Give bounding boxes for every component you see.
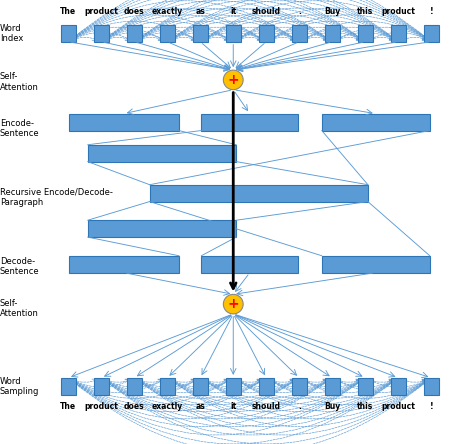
FancyBboxPatch shape bbox=[322, 256, 430, 273]
FancyBboxPatch shape bbox=[322, 114, 430, 131]
FancyBboxPatch shape bbox=[259, 25, 274, 42]
Text: it: it bbox=[230, 402, 236, 411]
Text: product: product bbox=[381, 402, 415, 411]
Text: Buy: Buy bbox=[324, 7, 340, 16]
Text: +: + bbox=[227, 297, 239, 311]
Text: Word
Index: Word Index bbox=[0, 24, 23, 43]
Text: exactly: exactly bbox=[152, 7, 183, 16]
Text: The: The bbox=[60, 402, 76, 411]
Text: as: as bbox=[195, 7, 205, 16]
Text: product: product bbox=[84, 402, 118, 411]
FancyBboxPatch shape bbox=[325, 25, 340, 42]
FancyBboxPatch shape bbox=[358, 25, 373, 42]
FancyBboxPatch shape bbox=[94, 25, 109, 42]
FancyBboxPatch shape bbox=[292, 378, 307, 395]
Text: !: ! bbox=[429, 402, 433, 411]
FancyBboxPatch shape bbox=[391, 378, 406, 395]
FancyBboxPatch shape bbox=[94, 378, 109, 395]
Text: as: as bbox=[195, 402, 205, 411]
Circle shape bbox=[223, 294, 243, 314]
FancyBboxPatch shape bbox=[226, 378, 241, 395]
Text: Decode-
Sentence: Decode- Sentence bbox=[0, 257, 40, 276]
FancyBboxPatch shape bbox=[127, 25, 142, 42]
Text: The: The bbox=[60, 7, 76, 16]
FancyBboxPatch shape bbox=[69, 114, 179, 131]
FancyBboxPatch shape bbox=[202, 256, 298, 273]
FancyBboxPatch shape bbox=[391, 25, 406, 42]
Text: Buy: Buy bbox=[324, 402, 340, 411]
Text: .: . bbox=[298, 7, 301, 16]
FancyBboxPatch shape bbox=[292, 25, 307, 42]
FancyBboxPatch shape bbox=[61, 25, 76, 42]
FancyBboxPatch shape bbox=[424, 378, 439, 395]
Text: should: should bbox=[252, 7, 281, 16]
FancyBboxPatch shape bbox=[226, 25, 241, 42]
Text: should: should bbox=[252, 402, 281, 411]
Text: !: ! bbox=[429, 7, 433, 16]
Text: does: does bbox=[124, 402, 144, 411]
Circle shape bbox=[223, 70, 243, 90]
Text: does: does bbox=[124, 7, 144, 16]
FancyBboxPatch shape bbox=[69, 256, 179, 273]
FancyBboxPatch shape bbox=[127, 378, 142, 395]
FancyBboxPatch shape bbox=[160, 378, 175, 395]
FancyBboxPatch shape bbox=[160, 25, 175, 42]
FancyBboxPatch shape bbox=[193, 25, 208, 42]
FancyBboxPatch shape bbox=[88, 145, 236, 162]
Text: exactly: exactly bbox=[152, 402, 183, 411]
Text: Self-
Attention: Self- Attention bbox=[0, 72, 39, 92]
Text: Recursive Encode/Decode-
Paragraph: Recursive Encode/Decode- Paragraph bbox=[0, 188, 113, 207]
Text: it: it bbox=[230, 7, 236, 16]
Text: Self-
Attention: Self- Attention bbox=[0, 299, 39, 318]
Text: product: product bbox=[84, 7, 118, 16]
FancyBboxPatch shape bbox=[358, 378, 373, 395]
Text: this: this bbox=[357, 7, 374, 16]
FancyBboxPatch shape bbox=[193, 378, 208, 395]
Text: +: + bbox=[227, 73, 239, 87]
Text: Encode-
Sentence: Encode- Sentence bbox=[0, 119, 40, 139]
FancyBboxPatch shape bbox=[325, 378, 340, 395]
FancyBboxPatch shape bbox=[259, 378, 274, 395]
FancyBboxPatch shape bbox=[202, 114, 298, 131]
FancyBboxPatch shape bbox=[88, 220, 236, 237]
Text: product: product bbox=[381, 7, 415, 16]
Text: this: this bbox=[357, 402, 374, 411]
FancyBboxPatch shape bbox=[424, 25, 439, 42]
FancyBboxPatch shape bbox=[149, 185, 368, 202]
Text: Word
Sampling: Word Sampling bbox=[0, 377, 40, 396]
Text: .: . bbox=[298, 402, 301, 411]
FancyBboxPatch shape bbox=[61, 378, 76, 395]
